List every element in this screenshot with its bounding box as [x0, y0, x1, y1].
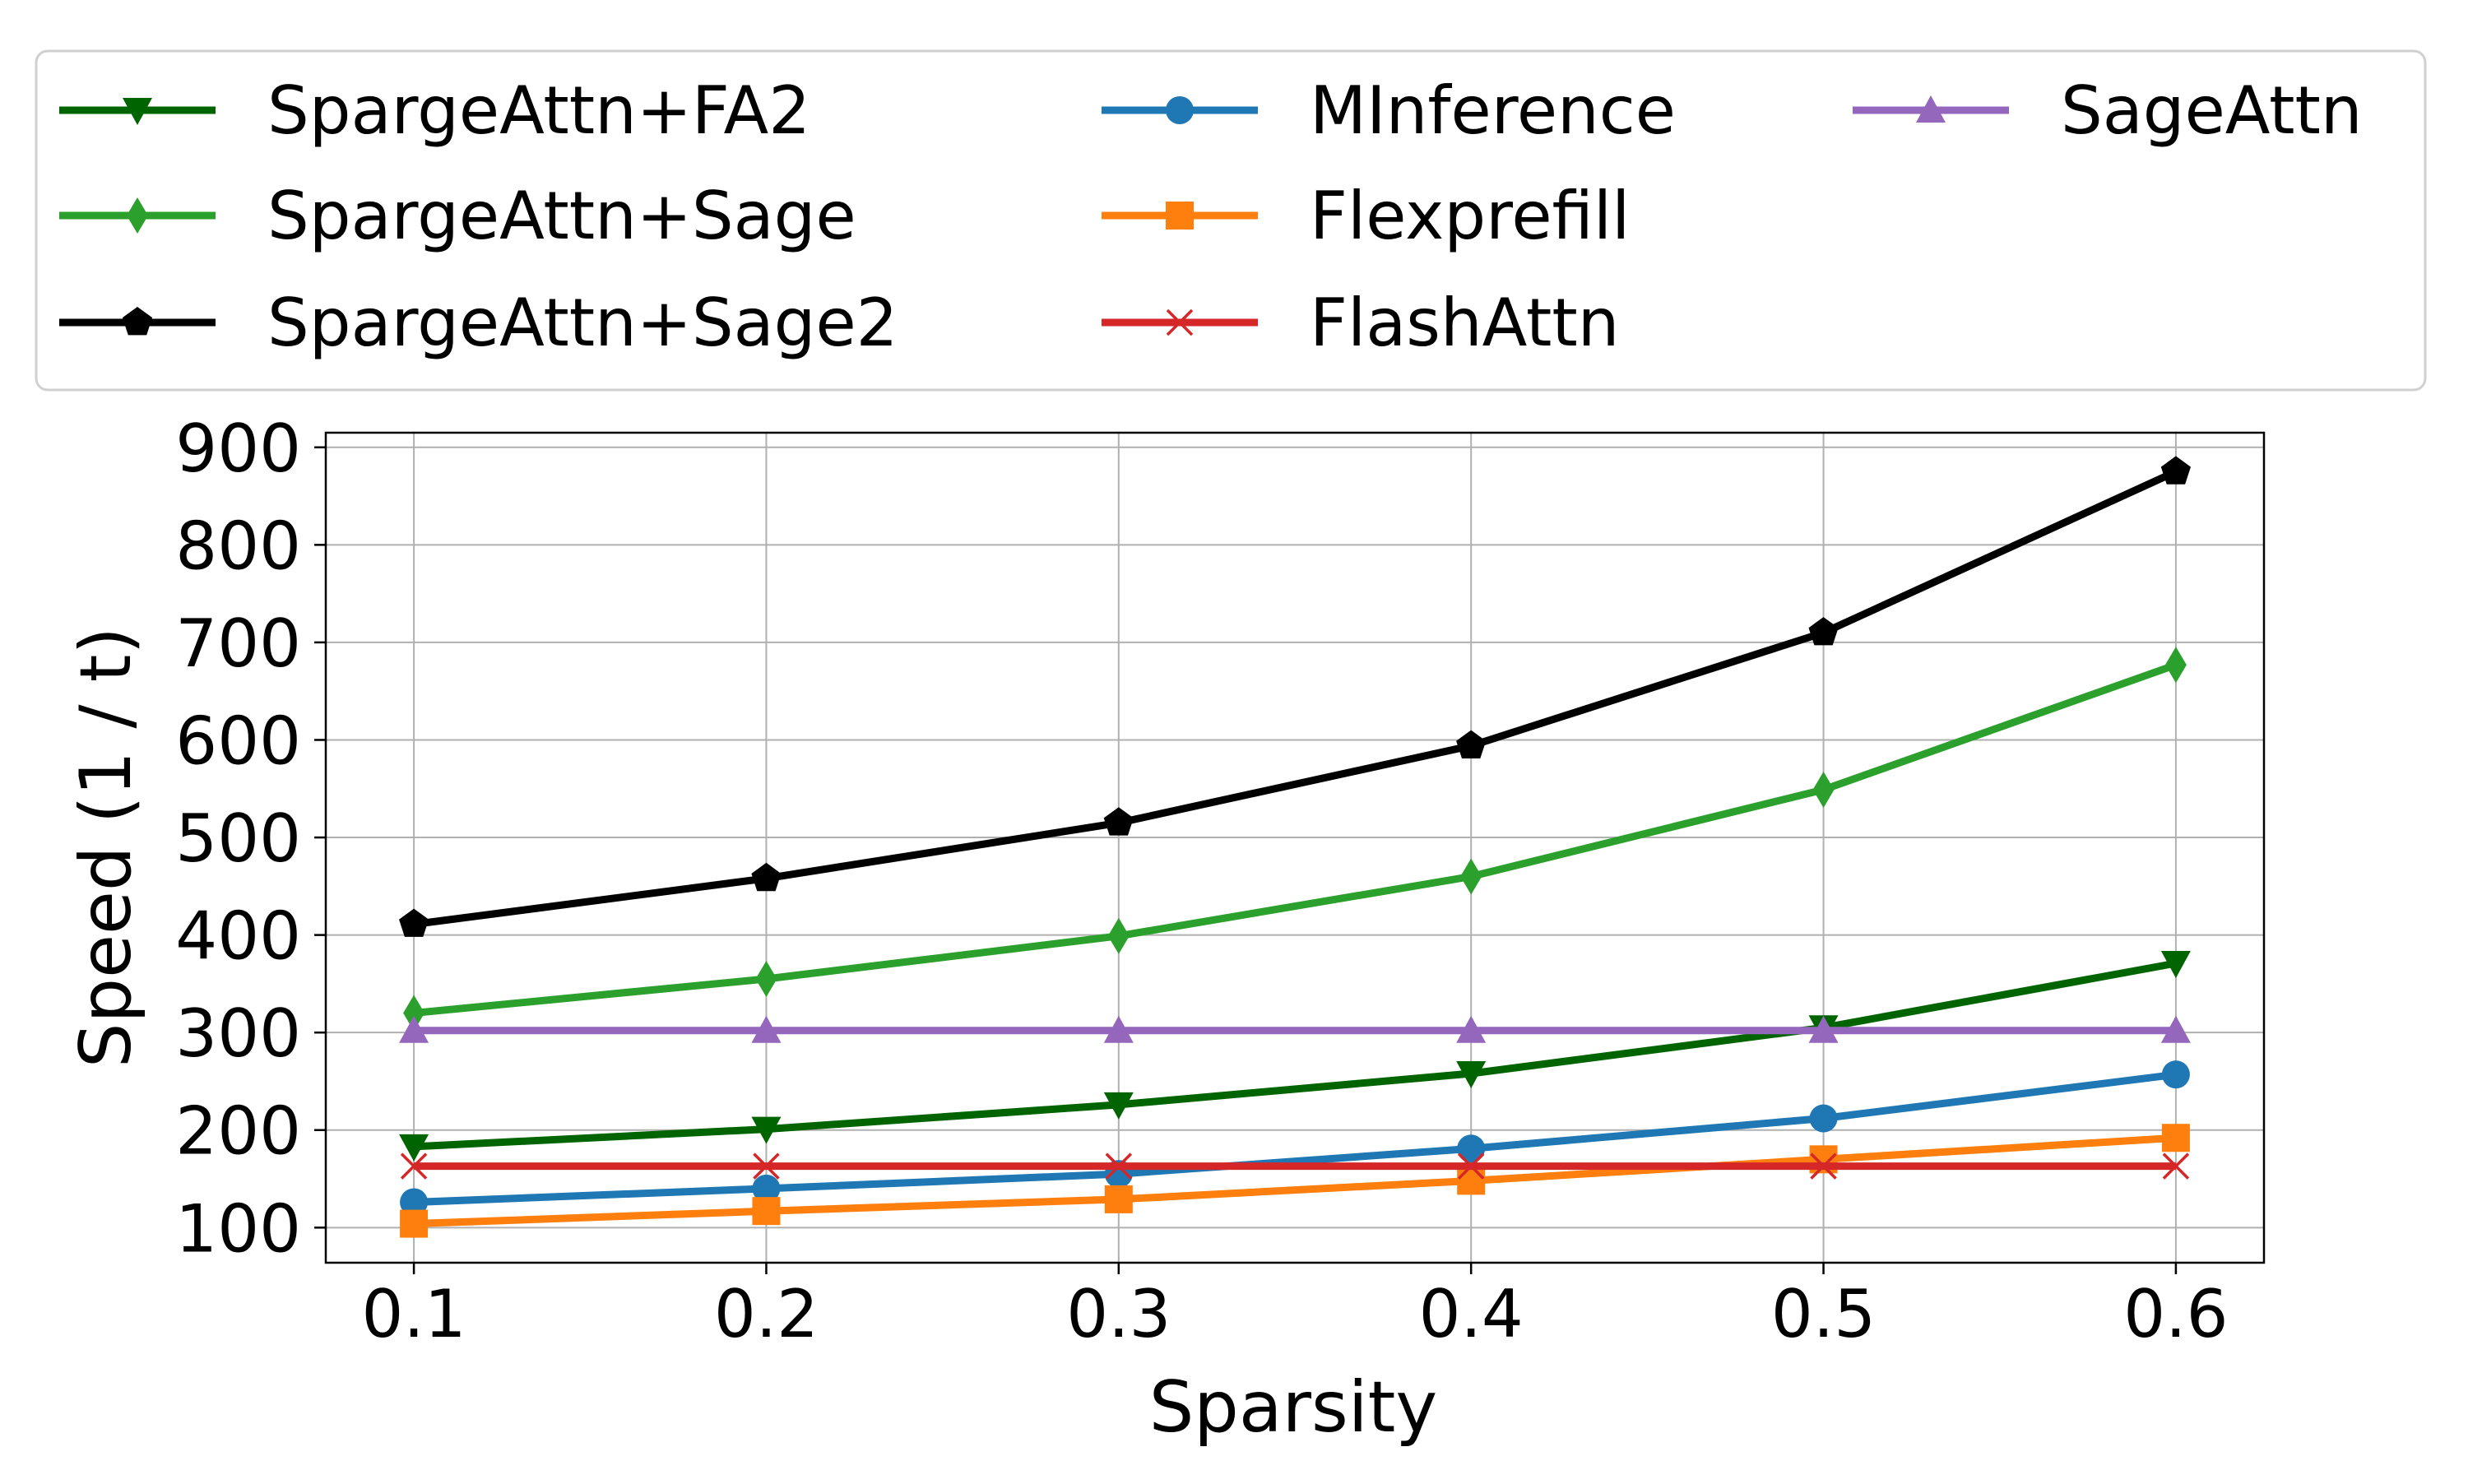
- legend-item-sageattn: SageAttn: [1853, 72, 2363, 149]
- legend-marker-flashattn: [1166, 308, 1194, 336]
- legend-marker-flexprefill: [1166, 202, 1194, 230]
- data-point-spargeattn-sage: [755, 960, 777, 997]
- plot-area: 0.1 0.2 0.3 0.4 0.5 0.6 100 200 300 400 500 600 700 8…: [175, 410, 2266, 1352]
- data-point-spargeattn-sage2: [2160, 456, 2191, 485]
- data-point-spargeattn-sage: [403, 995, 425, 1032]
- legend: SpargeAttn+FA2 SpargeAttn+Sage SpargeAttn+…: [35, 49, 2427, 392]
- legend-frame: [35, 49, 2427, 392]
- x-tick-label: 0.2: [714, 1276, 819, 1352]
- data-point-flexprefill: [400, 1209, 429, 1238]
- data-point-sageattn: [1103, 1015, 1134, 1043]
- legend-marker-minference: [1166, 96, 1194, 124]
- y-tick-label: 900: [175, 410, 301, 487]
- data-point-flashattn: [1105, 1152, 1133, 1180]
- y-tick-label: 200: [175, 1093, 301, 1170]
- data-point-spargeattn-fa2: [2160, 951, 2191, 979]
- data-point-spargeattn-sage2: [751, 862, 782, 892]
- legend-item-spargeattn-sage2: SpargeAttn+Sage2: [59, 285, 898, 361]
- data-point-spargeattn-fa2: [399, 1134, 429, 1162]
- y-tick-label: 800: [175, 508, 301, 584]
- data-point-spargeattn-sage2: [1103, 807, 1134, 836]
- legend-marker-spargeattn-fa2: [123, 98, 152, 125]
- x-axis-label: Sparsity: [1149, 1366, 1438, 1449]
- legend-label-minference: MInference: [1310, 72, 1676, 149]
- y-tick-label: 700: [175, 605, 301, 682]
- legend-label-flexprefill: Flexprefill: [1310, 178, 1630, 254]
- x-tick-label: 0.1: [361, 1276, 466, 1352]
- data-point-sageattn: [751, 1015, 782, 1043]
- y-axis-label: Speed (1 / t): [65, 627, 147, 1068]
- data-point-minference: [752, 1174, 781, 1203]
- legend-marker-spargeattn-sage2: [122, 307, 153, 336]
- series-line-spargeattn-sage: [413, 661, 2178, 1017]
- x-tick-label: 0.3: [1066, 1276, 1171, 1352]
- data-point-flexprefill: [2161, 1124, 2190, 1152]
- plot-frame: [324, 431, 2266, 1264]
- data-point-flashattn: [753, 1152, 780, 1180]
- data-point-spargeattn-sage2: [1456, 730, 1487, 758]
- series-line-flexprefill: [413, 1134, 2177, 1228]
- x-tick-label: 0.5: [1771, 1276, 1876, 1352]
- series-line-spargeattn-fa2: [413, 959, 2177, 1151]
- data-point-spargeattn-sage: [1812, 771, 1835, 808]
- data-point-spargeattn-sage2: [1808, 617, 1839, 646]
- series-line-minference: [413, 1070, 2177, 1206]
- data-point-spargeattn-sage: [1460, 858, 1482, 895]
- data-point-minference: [1809, 1104, 1838, 1133]
- y-tick-label: 100: [175, 1190, 301, 1267]
- series-line-spargeattn-sage2: [413, 468, 2178, 929]
- data-point-flashattn: [2162, 1152, 2190, 1180]
- y-tick-label: 400: [175, 898, 301, 975]
- data-point-minference: [400, 1188, 429, 1217]
- data-point-flashattn: [1810, 1152, 1837, 1180]
- data-point-spargeattn-sage: [1107, 917, 1130, 954]
- x-tick-label: 0.6: [2123, 1276, 2228, 1352]
- data-point-minference: [2161, 1060, 2190, 1089]
- data-point-spargeattn-fa2: [1456, 1060, 1487, 1088]
- legend-label-spargeattn-sage2: SpargeAttn+Sage2: [267, 285, 898, 361]
- data-point-sageattn: [2160, 1015, 2191, 1043]
- data-point-flashattn: [1457, 1152, 1485, 1180]
- legend-item-spargeattn-fa2: SpargeAttn+FA2: [59, 72, 810, 149]
- data-point-sageattn: [399, 1015, 429, 1043]
- x-tick-label: 0.4: [1419, 1276, 1524, 1352]
- y-tick-label: 300: [175, 995, 301, 1072]
- legend-item-spargeattn-sage: SpargeAttn+Sage: [59, 178, 856, 254]
- legend-marker-spargeattn-sage: [127, 197, 148, 234]
- data-point-flexprefill: [752, 1197, 781, 1226]
- legend-label-spargeattn-fa2: SpargeAttn+FA2: [267, 72, 810, 149]
- y-tick-label: 500: [175, 800, 301, 877]
- legend-marker-sageattn: [1916, 95, 1946, 123]
- data-point-flexprefill: [1104, 1185, 1133, 1213]
- data-point-spargeattn-sage: [2164, 647, 2187, 684]
- legend-item-minference: MInference: [1102, 72, 1676, 149]
- y-tick-label: 600: [175, 703, 301, 779]
- legend-label-spargeattn-sage: SpargeAttn+Sage: [267, 178, 856, 254]
- data-point-flexprefill: [1457, 1166, 1486, 1195]
- legend-label-sageattn: SageAttn: [2061, 72, 2363, 149]
- legend-label-flashattn: FlashAttn: [1310, 285, 1619, 361]
- data-point-flashattn: [400, 1152, 428, 1180]
- data-point-spargeattn-fa2: [751, 1116, 782, 1144]
- legend-item-flashattn: FlashAttn: [1102, 285, 1619, 361]
- data-point-minference: [1457, 1134, 1486, 1163]
- legend-item-flexprefill: Flexprefill: [1102, 178, 1630, 254]
- data-point-spargeattn-fa2: [1103, 1092, 1134, 1120]
- data-point-spargeattn-sage2: [399, 908, 429, 937]
- data-point-sageattn: [1808, 1015, 1839, 1043]
- data-point-sageattn: [1456, 1015, 1487, 1043]
